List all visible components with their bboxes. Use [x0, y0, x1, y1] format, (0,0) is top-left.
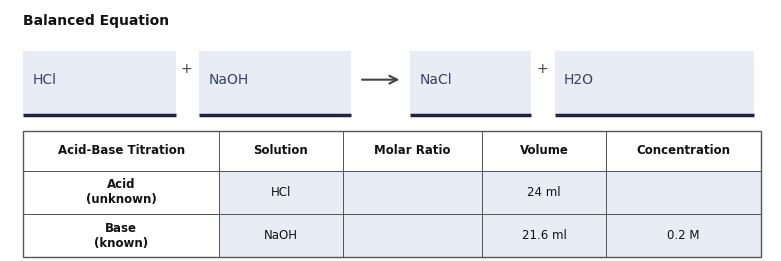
- Bar: [410, 51, 531, 115]
- Bar: [606, 171, 761, 214]
- Text: NaOH: NaOH: [209, 73, 249, 87]
- Text: Concentration: Concentration: [637, 144, 731, 157]
- Text: Base
(known): Base (known): [94, 222, 148, 250]
- Text: 21.6 ml: 21.6 ml: [522, 229, 566, 242]
- Bar: [219, 171, 343, 214]
- Bar: [219, 130, 343, 171]
- Bar: [23, 130, 219, 171]
- Text: NaOH: NaOH: [264, 229, 298, 242]
- Text: Molar Ratio: Molar Ratio: [374, 144, 451, 157]
- Text: HCl: HCl: [33, 73, 57, 87]
- Text: 0.2 M: 0.2 M: [668, 229, 700, 242]
- Text: H2O: H2O: [564, 73, 594, 87]
- Text: Volume: Volume: [519, 144, 569, 157]
- Bar: [23, 214, 219, 257]
- Bar: [482, 171, 606, 214]
- Text: Acid
(unknown): Acid (unknown): [86, 179, 156, 206]
- Text: Balanced Equation: Balanced Equation: [23, 14, 169, 28]
- Text: NaCl: NaCl: [419, 73, 452, 87]
- Bar: [23, 171, 219, 214]
- Bar: [343, 214, 482, 257]
- Bar: [343, 130, 482, 171]
- Bar: [482, 214, 606, 257]
- Text: +: +: [537, 62, 548, 76]
- Bar: [555, 51, 754, 115]
- Bar: [23, 51, 176, 115]
- Bar: [606, 130, 761, 171]
- Text: +: +: [180, 62, 191, 76]
- Bar: [343, 171, 482, 214]
- Bar: [219, 214, 343, 257]
- Text: HCl: HCl: [270, 186, 291, 199]
- Text: Solution: Solution: [253, 144, 308, 157]
- Text: Acid-Base Titration: Acid-Base Titration: [58, 144, 185, 157]
- Bar: [606, 214, 761, 257]
- Text: 24 ml: 24 ml: [527, 186, 561, 199]
- Bar: [199, 51, 351, 115]
- Bar: [482, 130, 606, 171]
- Bar: [23, 130, 761, 257]
